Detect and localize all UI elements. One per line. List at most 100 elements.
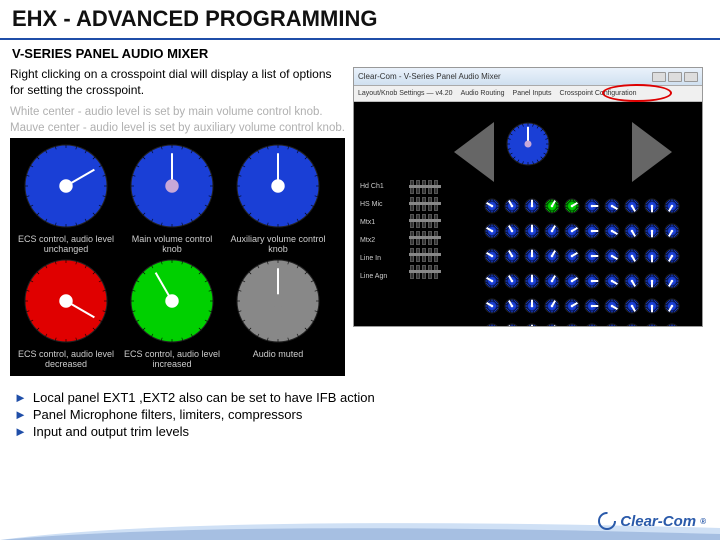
crosspoint-knob[interactable] [624,298,640,319]
crosspoint-knob[interactable] [544,223,560,244]
fader[interactable] [410,214,414,228]
crosspoint-knob[interactable] [644,248,660,269]
crosspoint-knob[interactable] [564,273,580,294]
crosspoint-knob[interactable] [504,223,520,244]
crosspoint-knob[interactable] [564,223,580,244]
fader[interactable] [410,231,414,245]
fader[interactable] [434,214,438,228]
crosspoint-knob[interactable] [504,248,520,269]
crosspoint-knob[interactable] [604,298,620,319]
fader[interactable] [428,180,432,194]
crosspoint-knob[interactable] [524,323,540,327]
crosspoint-knob[interactable] [664,198,680,219]
crosspoint-knob[interactable] [564,323,580,327]
fader[interactable] [434,248,438,262]
fader[interactable] [422,231,426,245]
fader[interactable] [434,180,438,194]
crosspoint-knob[interactable] [624,223,640,244]
fader[interactable] [422,180,426,194]
crosspoint-knob[interactable] [484,198,500,219]
crosspoint-knob[interactable] [664,223,680,244]
crosspoint-knob[interactable] [604,198,620,219]
fader[interactable] [416,265,420,279]
fader[interactable] [428,214,432,228]
fader[interactable] [416,248,420,262]
fader[interactable] [416,180,420,194]
maximize-icon[interactable] [668,72,682,82]
crosspoint-knob[interactable] [584,298,600,319]
fader[interactable] [422,248,426,262]
crosspoint-knob[interactable] [524,248,540,269]
crosspoint-knob[interactable] [584,273,600,294]
fader[interactable] [434,265,438,279]
crosspoint-knob[interactable] [524,273,540,294]
crosspoint-knob[interactable] [624,323,640,327]
crosspoint-knob[interactable] [604,223,620,244]
fader[interactable] [410,197,414,211]
crosspoint-knob[interactable] [544,273,560,294]
fader[interactable] [422,197,426,211]
crosspoint-knob[interactable] [664,323,680,327]
crosspoint-knob[interactable] [604,323,620,327]
crosspoint-knob[interactable] [544,323,560,327]
crosspoint-knob[interactable] [524,223,540,244]
crosspoint-knob[interactable] [624,248,640,269]
fader[interactable] [416,231,420,245]
crosspoint-knob[interactable] [644,323,660,327]
crosspoint-knob[interactable] [664,273,680,294]
crosspoint-knob[interactable] [664,248,680,269]
crosspoint-knob[interactable] [524,198,540,219]
row-label: Line In [360,250,387,268]
crosspoint-knob[interactable] [584,323,600,327]
crosspoint-knob[interactable] [644,198,660,219]
crosspoint-knob[interactable] [484,248,500,269]
fader[interactable] [422,265,426,279]
crosspoint-knob[interactable] [504,323,520,327]
fader[interactable] [428,231,432,245]
crosspoint-knob[interactable] [624,198,640,219]
mixer-screenshot: Clear-Com - V-Series Panel Audio Mixer L… [353,67,703,327]
crosspoint-knob[interactable] [484,273,500,294]
main-volume-knob[interactable] [506,122,550,171]
crosspoint-knob[interactable] [544,298,560,319]
toolbar-item-2[interactable]: Audio Routing [461,90,505,97]
crosspoint-knob[interactable] [644,298,660,319]
close-icon[interactable] [684,72,698,82]
fader[interactable] [428,248,432,262]
fader[interactable] [428,265,432,279]
fader[interactable] [416,197,420,211]
crosspoint-knob[interactable] [584,248,600,269]
fader[interactable] [428,197,432,211]
crosspoint-knob[interactable] [484,323,500,327]
crosspoint-knob[interactable] [584,198,600,219]
crosspoint-knob[interactable] [644,223,660,244]
crosspoint-knob[interactable] [604,273,620,294]
logo-text: Clear-Com [620,513,696,530]
crosspoint-knob[interactable] [664,298,680,319]
toolbar-item-3[interactable]: Layout/Knob Settings — v4.20 [358,90,453,97]
fader[interactable] [434,231,438,245]
crosspoint-knob[interactable] [524,298,540,319]
fader[interactable] [416,214,420,228]
crosspoint-knob[interactable] [504,198,520,219]
fader[interactable] [410,180,414,194]
crosspoint-knob[interactable] [544,248,560,269]
toolbar-item-1[interactable]: Panel Inputs [513,90,552,97]
crosspoint-knob[interactable] [544,198,560,219]
fader[interactable] [410,265,414,279]
minimize-icon[interactable] [652,72,666,82]
fader[interactable] [434,197,438,211]
crosspoint-knob[interactable] [564,248,580,269]
crosspoint-knob[interactable] [484,298,500,319]
fader[interactable] [422,214,426,228]
crosspoint-knob[interactable] [504,298,520,319]
crosspoint-knob[interactable] [564,198,580,219]
crosspoint-knob[interactable] [484,223,500,244]
crosspoint-knob[interactable] [644,273,660,294]
crosspoint-knob[interactable] [584,223,600,244]
fader[interactable] [410,248,414,262]
crosspoint-knob[interactable] [504,273,520,294]
crosspoint-knob[interactable] [624,273,640,294]
crosspoint-knob[interactable] [564,298,580,319]
crosspoint-knob[interactable] [604,248,620,269]
